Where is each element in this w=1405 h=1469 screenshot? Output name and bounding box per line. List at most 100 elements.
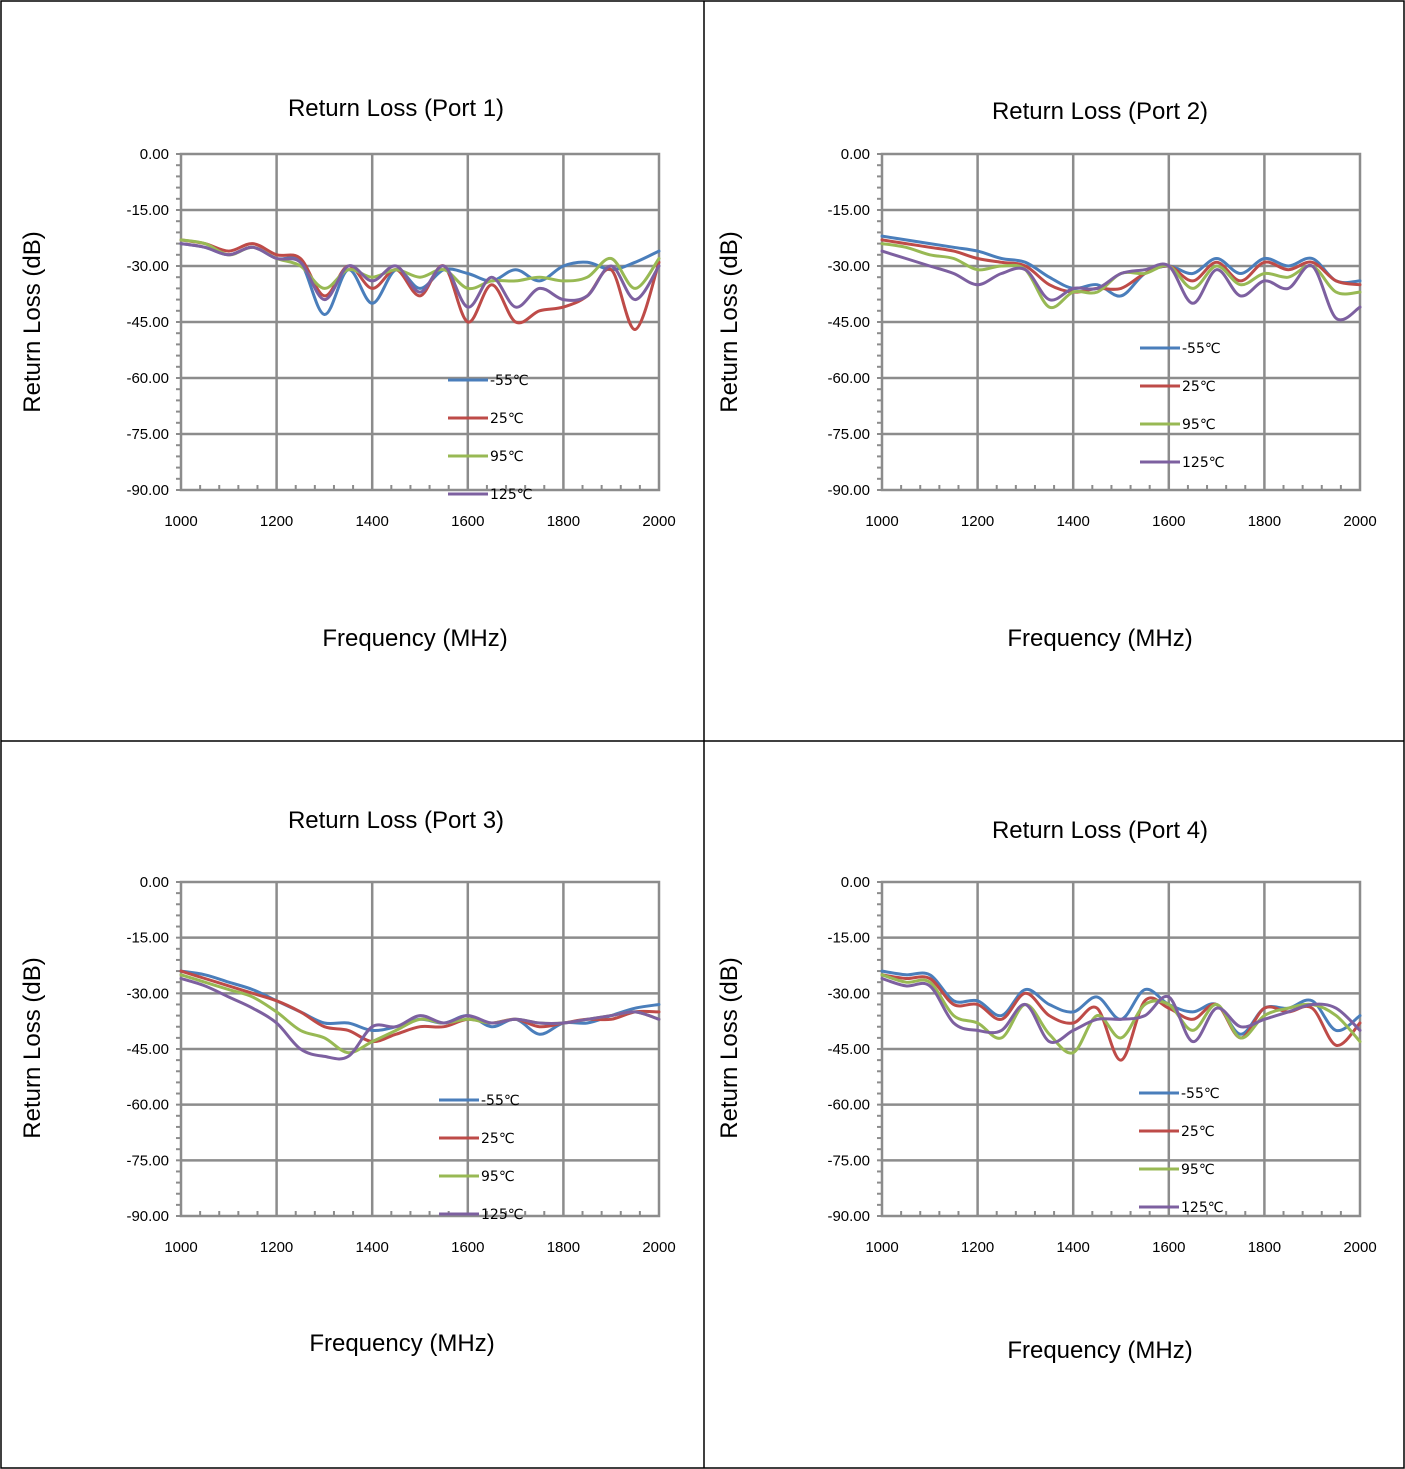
x-tick-label: 1400 <box>1057 1239 1090 1256</box>
legend-label: 25℃ <box>1182 379 1216 395</box>
y-tick-label: -75.00 <box>827 426 870 443</box>
series-line <box>880 977 1362 1045</box>
x-tick-label: 1400 <box>356 1239 389 1256</box>
y-tick-label: -30.00 <box>126 258 169 275</box>
series-line <box>880 973 1362 1055</box>
y-tick-label: -60.00 <box>126 370 169 387</box>
legend-label: 125℃ <box>481 1207 523 1223</box>
x-tick-label: 1800 <box>547 513 580 530</box>
y-axis-label: Return Loss (dB) <box>716 231 743 412</box>
chart-cell-port-3: 1000 1200 1400 1600 1800 2000 0.00 -15.00 -30.00… <box>0 741 704 1469</box>
x-tick-label: 2000 <box>642 1239 675 1256</box>
x-axis-label: Frequency (MHz) <box>322 625 507 652</box>
y-axis-label: Return Loss (dB) <box>19 231 46 412</box>
y-tick-label: -30.00 <box>827 258 870 275</box>
y-tick-label: -15.00 <box>126 930 169 947</box>
chart-title: Return Loss (Port 1) <box>288 95 504 122</box>
y-tick-label: -75.00 <box>126 426 169 443</box>
legend-label: 125℃ <box>1181 1200 1223 1216</box>
plot-area <box>877 152 1362 492</box>
series-line <box>880 238 1362 294</box>
y-tick-label: 0.00 <box>841 146 870 163</box>
legend-label: -55℃ <box>481 1093 520 1109</box>
chart-title: Return Loss (Port 4) <box>992 817 1208 844</box>
y-tick-label: -45.00 <box>126 1041 169 1058</box>
legend-label: 125℃ <box>1182 455 1224 471</box>
legend-label: 95℃ <box>1182 417 1216 433</box>
x-tick-label: 1600 <box>451 513 484 530</box>
x-tick-label: 2000 <box>1343 513 1376 530</box>
y-tick-label: -90.00 <box>827 1208 870 1225</box>
legend-label: 25℃ <box>481 1131 515 1147</box>
x-tick-label: 1200 <box>961 513 994 530</box>
y-axis-label: Return Loss (dB) <box>19 957 46 1138</box>
x-tick-label: 1800 <box>1248 1239 1281 1256</box>
x-tick-label: 1000 <box>865 513 898 530</box>
y-tick-label: -30.00 <box>827 985 870 1002</box>
y-tick-label: -75.00 <box>126 1152 169 1169</box>
chart-cell-port-2: 1000 1200 1400 1600 1800 2000 0.00 -15.00 -30.00… <box>704 0 1405 741</box>
x-tick-label: 2000 <box>1343 1239 1376 1256</box>
x-tick-label: 1600 <box>1152 1239 1185 1256</box>
x-tick-label: 1000 <box>865 1239 898 1256</box>
x-tick-label: 1400 <box>1057 513 1090 530</box>
y-tick-label: -45.00 <box>827 1041 870 1058</box>
x-tick-label: 1000 <box>164 1239 197 1256</box>
y-axis-label: Return Loss (dB) <box>716 957 743 1138</box>
chart-cell-port-1: 1000 1200 1400 1600 1800 2000 0.00 -15.00 -30.00… <box>0 0 704 741</box>
legend-label: -55℃ <box>490 373 529 389</box>
x-axis-label: Frequency (MHz) <box>1007 1337 1192 1364</box>
y-tick-label: -15.00 <box>827 930 870 947</box>
y-tick-label: -30.00 <box>126 985 169 1002</box>
x-tick-label: 1600 <box>1152 513 1185 530</box>
x-tick-label: 1200 <box>260 1239 293 1256</box>
y-tick-label: 0.00 <box>140 874 169 891</box>
chart-title: Return Loss (Port 2) <box>992 98 1208 125</box>
return-loss-chart: 1000 1200 1400 1600 1800 2000 0.00 -15.00 -30.00… <box>716 98 1377 652</box>
y-tick-label: -90.00 <box>126 1208 169 1225</box>
plot-area <box>176 880 661 1218</box>
y-tick-label: -60.00 <box>126 1097 169 1114</box>
chart-cell-port-4: 1000 1200 1400 1600 1800 2000 0.00 -15.00 -30.00… <box>704 741 1405 1469</box>
series-line <box>179 242 661 309</box>
plot-area <box>877 880 1362 1218</box>
plot-area <box>176 152 661 492</box>
legend: -55℃ 25℃ 95℃ 125℃ <box>439 1093 523 1223</box>
legend: -55℃ 25℃ 95℃ 125℃ <box>448 373 532 503</box>
legend: -55℃ 25℃ 95℃ 125℃ <box>1140 341 1224 471</box>
legend-label: -55℃ <box>1182 341 1221 357</box>
y-tick-label: -75.00 <box>827 1152 870 1169</box>
legend-label: 125℃ <box>490 487 532 503</box>
y-tick-label: 0.00 <box>140 146 169 163</box>
chart-title: Return Loss (Port 3) <box>288 807 504 834</box>
y-tick-label: -90.00 <box>827 482 870 499</box>
return-loss-chart: 1000 1200 1400 1600 1800 2000 0.00 -15.00 -30.00… <box>716 817 1377 1364</box>
y-tick-label: -15.00 <box>827 202 870 219</box>
y-tick-label: -90.00 <box>126 482 169 499</box>
x-tick-label: 2000 <box>642 513 675 530</box>
series-line <box>880 249 1362 322</box>
x-tick-label: 1200 <box>260 513 293 530</box>
legend-label: 25℃ <box>490 411 524 427</box>
legend-label: -55℃ <box>1181 1086 1220 1102</box>
x-axis-label: Frequency (MHz) <box>1007 625 1192 652</box>
x-tick-label: 1800 <box>1248 513 1281 530</box>
legend-label: 95℃ <box>1181 1162 1215 1178</box>
x-tick-label: 1000 <box>164 513 197 530</box>
x-axis-label: Frequency (MHz) <box>309 1330 494 1357</box>
series-line <box>880 234 1362 298</box>
legend-label: 25℃ <box>1181 1124 1215 1140</box>
return-loss-chart: 1000 1200 1400 1600 1800 2000 0.00 -15.00 -30.00… <box>19 95 676 652</box>
y-tick-label: -60.00 <box>827 370 870 387</box>
y-tick-label: -60.00 <box>827 1097 870 1114</box>
x-tick-label: 1800 <box>547 1239 580 1256</box>
y-tick-label: 0.00 <box>841 874 870 891</box>
y-tick-label: -45.00 <box>827 314 870 331</box>
legend-label: 95℃ <box>490 449 524 465</box>
y-tick-label: -45.00 <box>126 314 169 331</box>
return-loss-chart: 1000 1200 1400 1600 1800 2000 0.00 -15.00 -30.00… <box>19 807 676 1357</box>
legend-label: 95℃ <box>481 1169 515 1185</box>
x-tick-label: 1400 <box>356 513 389 530</box>
